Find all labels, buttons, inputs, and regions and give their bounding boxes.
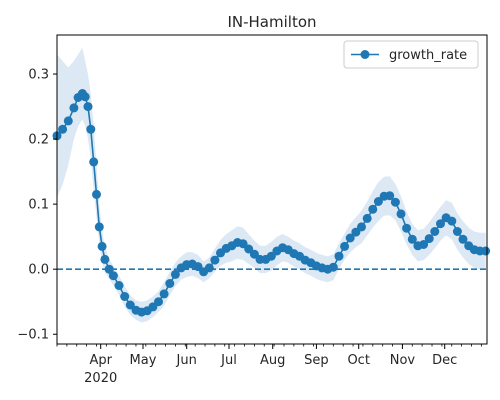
x-tick-label: Oct [347, 353, 369, 368]
x-tick-label: Nov [390, 353, 416, 368]
data-point [430, 227, 440, 236]
y-tick-label: 0.2 [28, 133, 49, 148]
y-tick-label: −0.1 [17, 328, 49, 343]
data-point [210, 255, 220, 265]
data-point [58, 124, 68, 134]
data-point [80, 92, 90, 102]
data-point [154, 297, 163, 307]
data-point [83, 102, 93, 112]
data-point [396, 209, 406, 219]
y-tick-label: 0.3 [28, 68, 49, 83]
data-point [452, 227, 462, 236]
data-point [357, 222, 366, 232]
confidence-band [57, 48, 486, 323]
x-tick-label: Jun [176, 353, 197, 368]
series-line [56, 92, 486, 313]
data-point [204, 263, 214, 273]
y-tick-label: 0.1 [28, 198, 49, 213]
data-point [424, 234, 434, 244]
data-point [120, 292, 130, 301]
x-tick-label: Aug [260, 353, 285, 368]
data-point [481, 246, 491, 256]
data-point [63, 116, 73, 126]
data-point [244, 244, 254, 254]
x-tick-label: Sep [304, 353, 329, 368]
data-point [165, 279, 175, 288]
data-point [86, 124, 96, 134]
legend-marker [360, 50, 370, 59]
data-point [328, 262, 338, 272]
data-point [97, 241, 107, 251]
data-point [390, 197, 400, 207]
legend-label-growth-rate: growth_rate [389, 48, 467, 63]
data-point [419, 240, 429, 249]
data-point [104, 264, 114, 274]
x-tick-label: May [130, 353, 157, 368]
data-point [340, 241, 350, 251]
data-point [407, 234, 417, 244]
x-tick-year-label: 2020 [84, 371, 117, 386]
data-point [108, 271, 118, 281]
data-point [69, 103, 79, 113]
plot-frame [56, 34, 488, 345]
data-point [159, 289, 169, 299]
data-point [447, 216, 457, 226]
plot-area [52, 34, 491, 345]
data-point [89, 157, 99, 167]
data-point [436, 219, 445, 229]
data-point [92, 189, 101, 199]
x-tick-label: Jul [220, 353, 237, 368]
data-point [385, 191, 395, 201]
x-tick-label: Apr [89, 353, 112, 368]
data-point [170, 269, 180, 279]
y-axis: −0.1 0.0 0.1 0.2 0.3 [17, 68, 57, 343]
data-point [125, 300, 135, 310]
y-tick-label: 0.0 [28, 263, 49, 278]
data-point [334, 251, 344, 261]
data-point [362, 213, 372, 223]
data-point [100, 254, 110, 264]
data-point [402, 223, 412, 233]
data-point [458, 234, 468, 244]
data-point [114, 281, 124, 290]
x-axis: Apr 2020 May Jun Jul Aug Sep Oct Nov Dec [56, 344, 482, 386]
legend-box [343, 40, 479, 69]
chart-title: IN-Hamilton [227, 13, 316, 31]
legend: growth_rate [343, 40, 479, 69]
data-point [368, 204, 378, 214]
data-point [94, 222, 104, 232]
data-point [345, 233, 355, 243]
data-point [373, 197, 383, 206]
x-tick-label: Dec [432, 353, 457, 368]
